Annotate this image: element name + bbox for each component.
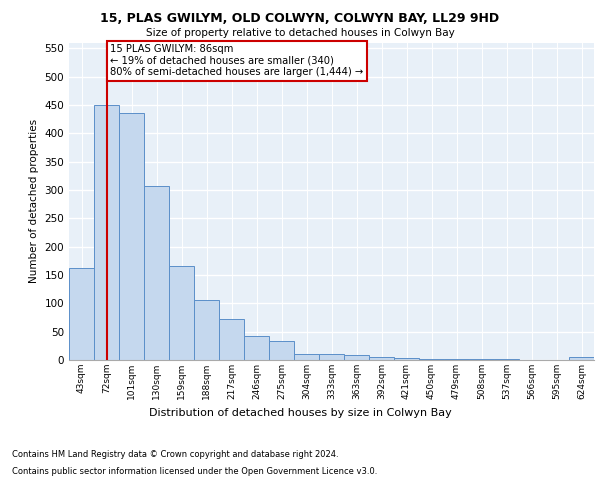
Y-axis label: Number of detached properties: Number of detached properties [29, 119, 39, 284]
Bar [319, 354, 344, 360]
Text: Contains HM Land Registry data © Crown copyright and database right 2024.: Contains HM Land Registry data © Crown c… [12, 450, 338, 459]
Bar [244, 336, 269, 360]
Bar [69, 268, 94, 360]
Bar [394, 358, 419, 360]
Bar [169, 266, 194, 360]
Bar [419, 359, 444, 360]
Bar [194, 300, 219, 360]
Bar [144, 186, 169, 360]
Bar [294, 354, 319, 360]
Bar [119, 114, 144, 360]
Text: Contains public sector information licensed under the Open Government Licence v3: Contains public sector information licen… [12, 468, 377, 476]
Text: Distribution of detached houses by size in Colwyn Bay: Distribution of detached houses by size … [149, 408, 451, 418]
Bar [344, 356, 369, 360]
Text: 15 PLAS GWILYM: 86sqm
← 19% of detached houses are smaller (340)
80% of semi-det: 15 PLAS GWILYM: 86sqm ← 19% of detached … [110, 44, 364, 78]
Text: Size of property relative to detached houses in Colwyn Bay: Size of property relative to detached ho… [146, 28, 454, 38]
Bar [94, 105, 119, 360]
Text: 15, PLAS GWILYM, OLD COLWYN, COLWYN BAY, LL29 9HD: 15, PLAS GWILYM, OLD COLWYN, COLWYN BAY,… [100, 12, 500, 26]
Bar [219, 318, 244, 360]
Bar [569, 357, 594, 360]
Bar [269, 342, 294, 360]
Bar [369, 357, 394, 360]
